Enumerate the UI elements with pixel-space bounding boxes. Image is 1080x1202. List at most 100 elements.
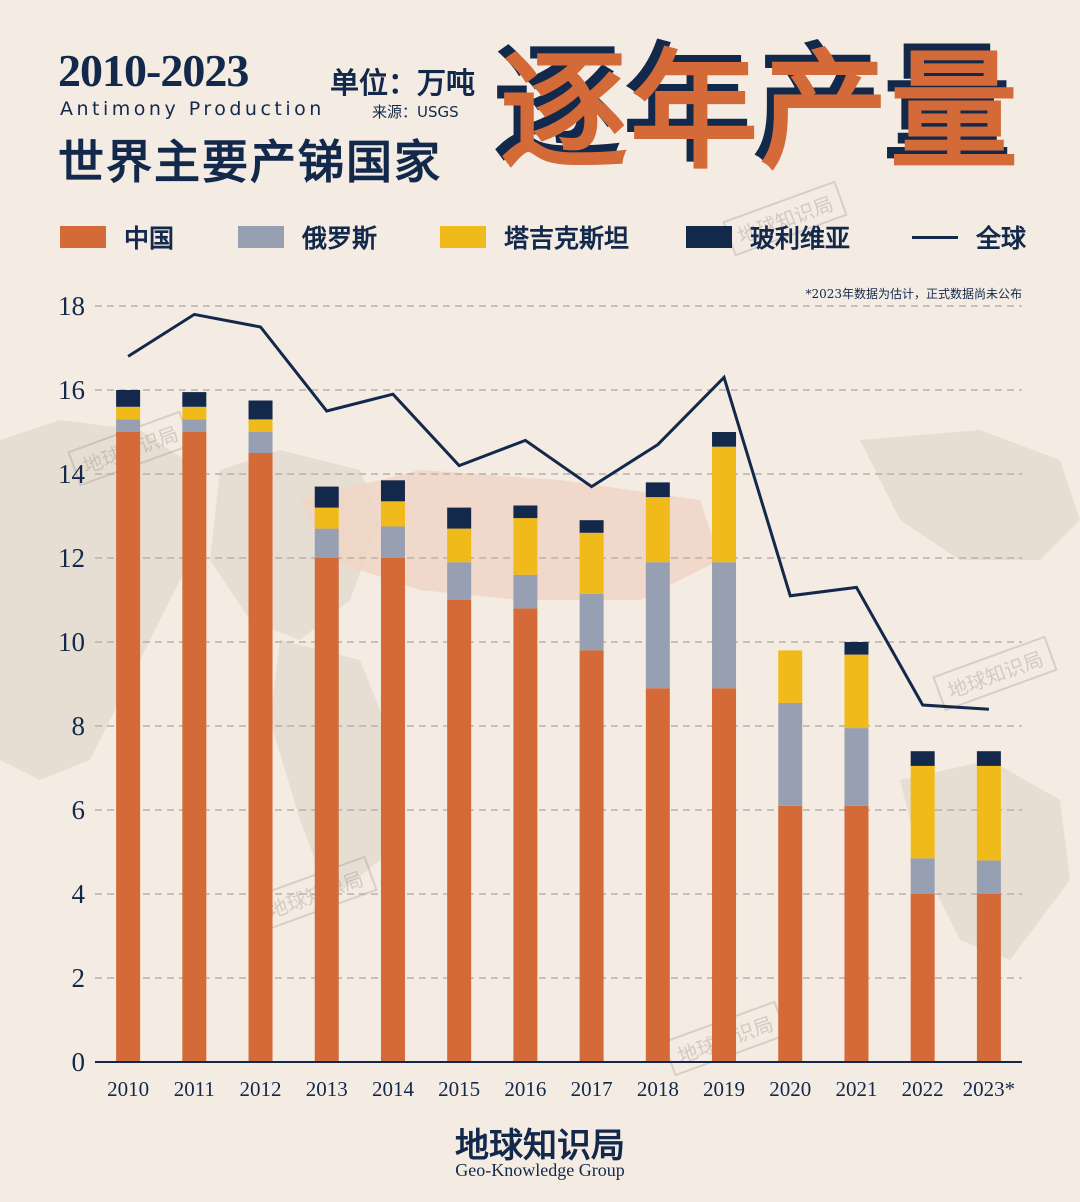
english-subtitle: Antimony Production [60, 98, 325, 120]
bar-russia [579, 593, 604, 651]
bar-bolivia [910, 751, 935, 766]
bar-bolivia [645, 482, 670, 498]
legend-item-russia: 俄罗斯 [238, 220, 377, 254]
footer-logo-en: Geo-Knowledge Group [455, 1160, 625, 1180]
bar-bolivia [976, 751, 1001, 766]
legend-item-global: 全球 [912, 220, 1026, 254]
legend-item-tajikistan: 塔吉克斯坦 [440, 220, 629, 254]
bar-china [778, 805, 803, 1062]
legend-line-global [912, 235, 958, 239]
global-production-line [127, 312, 989, 711]
x-tick-label: 2010 [107, 1077, 149, 1101]
bar-china [579, 650, 604, 1062]
x-tick-label: 2017 [571, 1077, 613, 1101]
x-tick-label: 2014 [372, 1077, 415, 1101]
bar-bolivia [579, 520, 604, 533]
bar-russia [513, 574, 538, 609]
bar-tajikistan [248, 419, 273, 432]
bar-russia [712, 562, 737, 689]
y-tick-label: 12 [58, 543, 85, 573]
bar-tajikistan [447, 528, 472, 563]
x-tick-label: 2012 [240, 1077, 282, 1101]
bar-russia [314, 528, 339, 558]
x-tick-label: 2015 [438, 1077, 480, 1101]
legend-label: 中国 [124, 224, 175, 253]
bar-bolivia [116, 390, 141, 407]
bar-china [248, 453, 273, 1062]
legend-label: 玻利维亚 [750, 224, 851, 253]
legend-item-bolivia: 玻利维亚 [686, 220, 850, 254]
legend-swatch-china [60, 226, 106, 248]
bar-china [380, 558, 405, 1062]
main-title: 世界主要产锑国家 [58, 135, 442, 189]
x-tick-label: 2021 [835, 1077, 877, 1101]
bar-bolivia [380, 480, 405, 502]
y-tick-label: 18 [58, 291, 85, 321]
legend-swatch-russia [238, 226, 284, 248]
bar-russia [910, 858, 935, 894]
x-tick-label: 2022 [902, 1077, 944, 1101]
unit-label: 单位：万吨 [330, 66, 476, 100]
x-tick-label: 2019 [703, 1077, 745, 1101]
x-tick-label: 2020 [769, 1077, 811, 1101]
y-tick-label: 6 [72, 795, 86, 825]
footer-logo-cn: 地球知识局 [455, 1126, 625, 1166]
bar-tajikistan [976, 765, 1001, 861]
bar-tajikistan [712, 446, 737, 563]
bar-china [645, 688, 670, 1062]
bar-china [844, 805, 869, 1062]
bar-china [513, 608, 538, 1062]
x-tick-label: 2013 [306, 1077, 348, 1101]
bar-bolivia [447, 507, 472, 529]
bar-china [910, 894, 935, 1062]
legend-label: 俄罗斯 [302, 224, 378, 253]
bar-tajikistan [844, 654, 869, 729]
bar-bolivia [248, 400, 273, 420]
y-tick-label: 16 [58, 375, 85, 405]
legend-label: 塔吉克斯坦 [504, 224, 630, 253]
y-tick-label: 4 [72, 879, 86, 909]
bar-tajikistan [380, 501, 405, 527]
x-tick-label: 2011 [174, 1077, 215, 1101]
source-label: 来源：USGS [372, 103, 459, 121]
bar-tajikistan [778, 650, 803, 703]
bar-russia [447, 562, 472, 600]
bar-russia [976, 860, 1001, 894]
x-tick-label: 2018 [637, 1077, 679, 1101]
bar-russia [380, 526, 405, 558]
big-title: 逐年产量 [500, 37, 1021, 187]
bar-china [976, 894, 1001, 1062]
bar-china [182, 432, 207, 1062]
estimate-note: *2023年数据为估计，正式数据尚未公布 [805, 287, 1022, 301]
chart-legend: 中国 俄罗斯 塔吉克斯坦 玻利维亚 全球 [60, 220, 1040, 254]
legend-swatch-tajikistan [440, 226, 486, 248]
bar-bolivia [513, 505, 538, 519]
legend-item-china: 中国 [60, 220, 174, 254]
x-tick-label: 2016 [504, 1077, 546, 1101]
bar-china [447, 600, 472, 1062]
year-range: 2010-2023 [58, 45, 249, 96]
bar-china [314, 558, 339, 1062]
bar-bolivia [314, 486, 339, 508]
bar-china [712, 688, 737, 1062]
bar-tajikistan [579, 532, 604, 594]
y-tick-label: 0 [72, 1047, 86, 1077]
bar-tajikistan [645, 497, 670, 563]
bar-russia [116, 419, 141, 432]
bar-tajikistan [513, 518, 538, 575]
y-tick-label: 10 [58, 627, 85, 657]
y-tick-label: 14 [58, 459, 86, 489]
bar-russia [248, 432, 273, 453]
bar-russia [645, 562, 670, 689]
x-tick-label: 2023* [963, 1077, 1016, 1101]
bar-bolivia [712, 432, 737, 447]
bar-tajikistan [314, 507, 339, 529]
y-tick-label: 2 [72, 963, 86, 993]
bar-russia [844, 728, 869, 806]
bar-tajikistan [910, 765, 935, 859]
y-tick-label: 8 [72, 711, 86, 741]
bar-bolivia [182, 392, 207, 407]
bar-bolivia [844, 642, 869, 655]
bar-russia [182, 419, 207, 432]
